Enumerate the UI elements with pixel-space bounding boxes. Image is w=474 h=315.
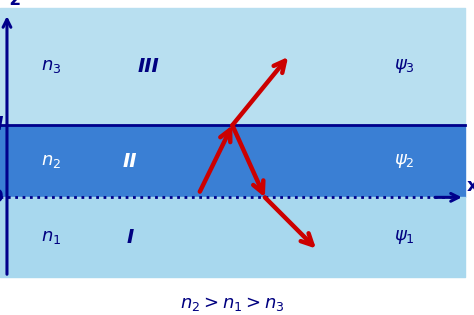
Text: 0: 0 (0, 188, 2, 206)
Text: x: x (467, 177, 474, 195)
Text: $n_1$: $n_1$ (41, 228, 61, 246)
Text: $\psi_2$: $\psi_2$ (394, 152, 415, 170)
Text: I: I (127, 228, 134, 247)
Text: z: z (9, 0, 20, 9)
Text: $n_2$: $n_2$ (41, 152, 61, 170)
Text: II: II (123, 152, 137, 171)
Text: III: III (138, 57, 160, 76)
Text: $n_2 > n_1 > n_3$: $n_2 > n_1 > n_3$ (180, 295, 284, 312)
Text: $\psi_1$: $\psi_1$ (394, 228, 415, 246)
Text: d: d (0, 116, 2, 134)
Text: $\psi_3$: $\psi_3$ (394, 57, 415, 75)
Text: $n_3$: $n_3$ (41, 57, 61, 75)
